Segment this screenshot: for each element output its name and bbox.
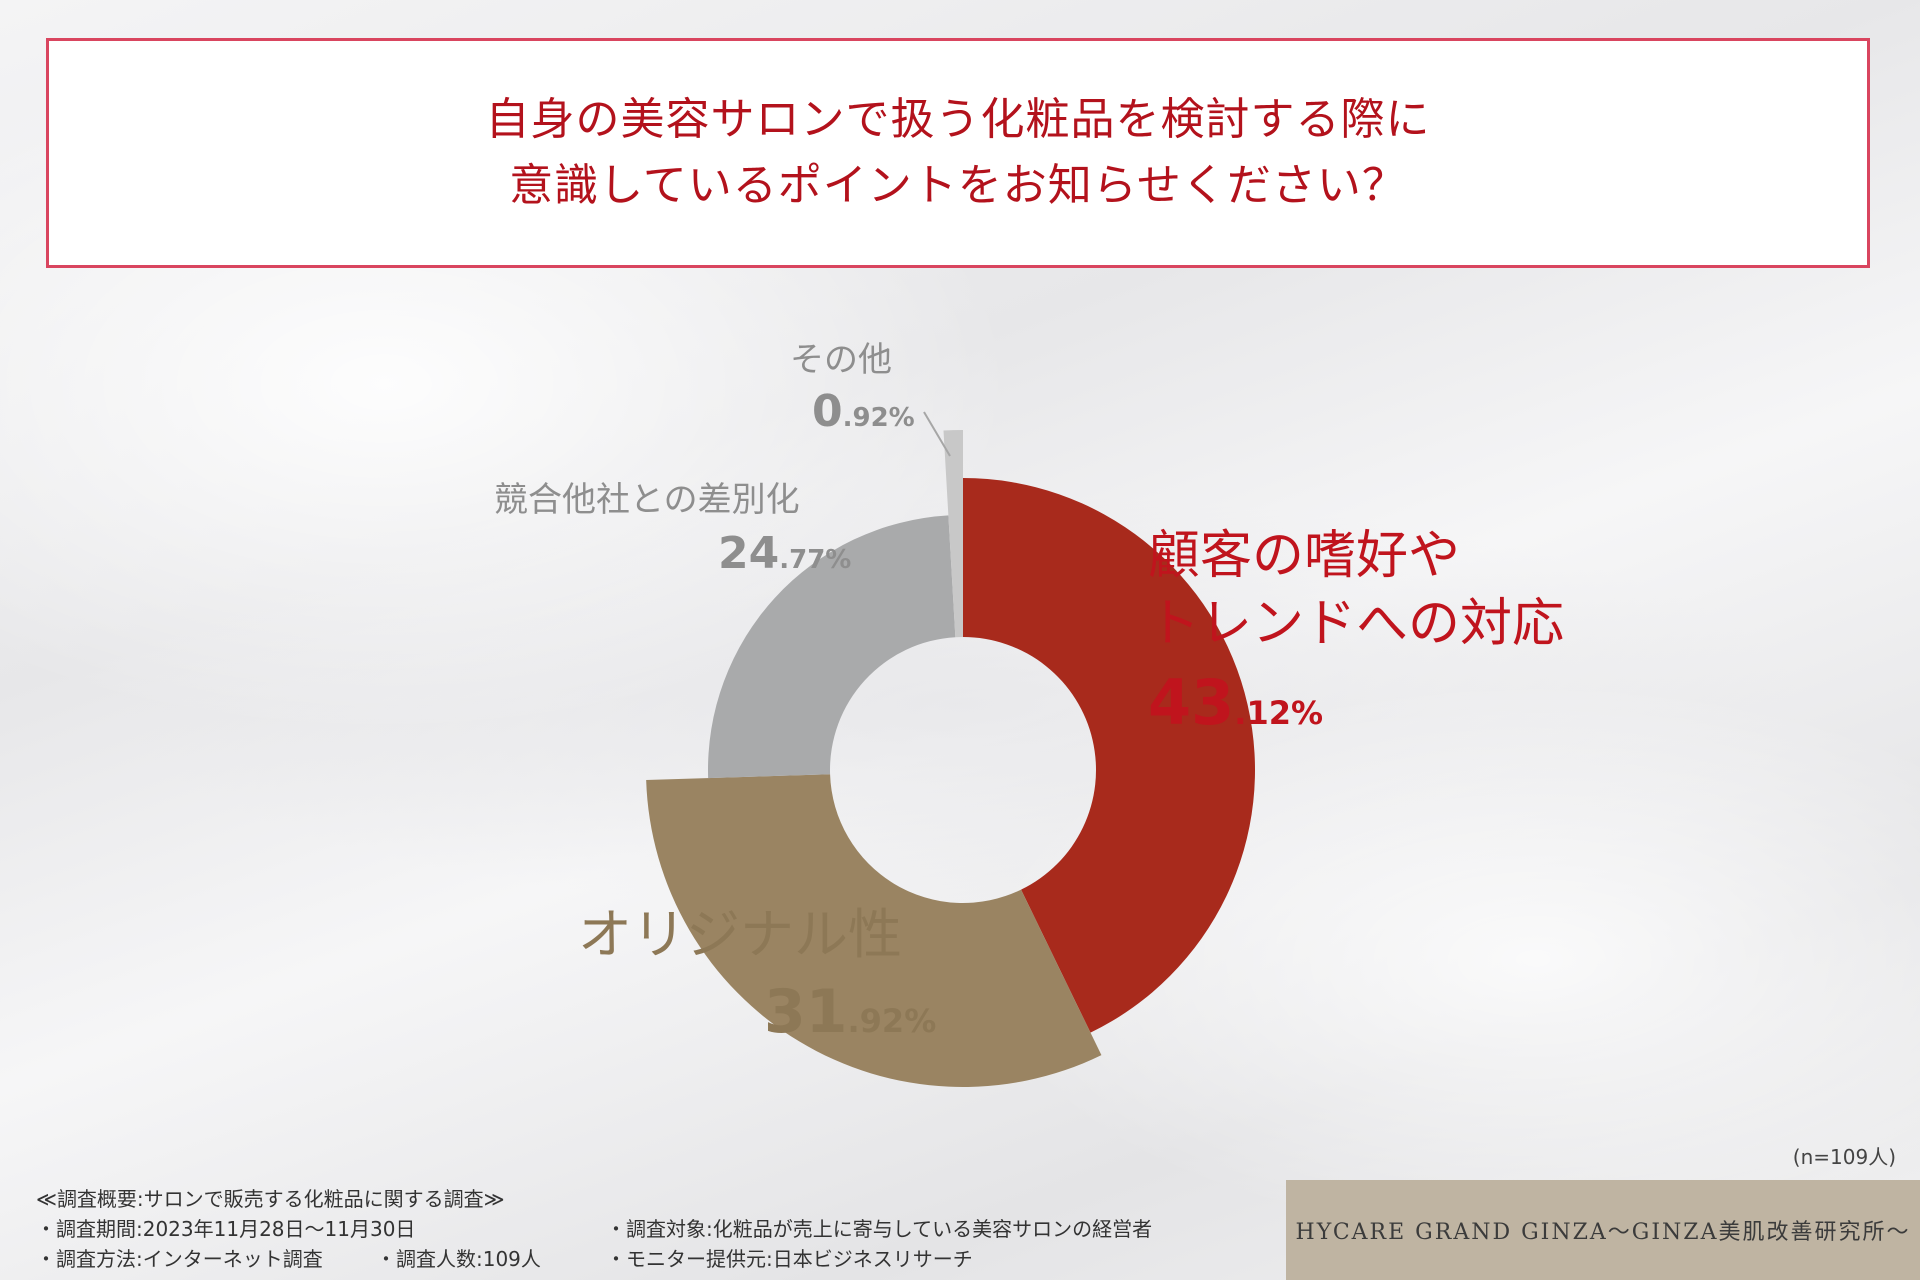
label-customer-trend-line2: トレンドへの対応 xyxy=(1148,594,1565,654)
slice-other xyxy=(943,430,963,638)
survey-footer: ≪調査概要:サロンで販売する化粧品に関する調査≫ ・調査期間:2023年11月2… xyxy=(36,1184,1152,1274)
footer-count: ・調査人数:109人 xyxy=(376,1247,541,1271)
label-other-line1: その他 xyxy=(790,340,892,380)
sample-size: (n=109人) xyxy=(1792,1145,1896,1169)
label-customer-trend-line1: 顧客の嗜好や xyxy=(1148,526,1461,586)
slice-customer-trend xyxy=(963,478,1256,1033)
footer-provider: ・モニター提供元:日本ビジネスリサーチ xyxy=(606,1247,973,1271)
label-originality: オリジナル性 31.92% xyxy=(578,902,936,1042)
pct-differentiation: 24.77% xyxy=(718,528,852,579)
leader-line-other xyxy=(923,411,951,457)
brand-banner: HYCARE GRAND GINZA〜GINZA美肌改善研究所〜 xyxy=(1286,1180,1920,1280)
label-originality-line1: オリジナル性 xyxy=(578,903,902,966)
slice-originality xyxy=(646,774,1102,1087)
pct-customer-trend: 43.12% xyxy=(1148,666,1324,739)
chart-title-line1: 自身の美容サロンで扱う化粧品を検討する際に xyxy=(485,94,1431,145)
title-box: 自身の美容サロンで扱う化粧品を検討する際に 意識しているポイントをお知らせくださ… xyxy=(46,38,1870,268)
label-customer-trend: 顧客の嗜好や トレンドへの対応 43.12% xyxy=(1148,522,1564,734)
footer-overview: ≪調査概要:サロンで販売する化粧品に関する調査≫ xyxy=(36,1187,505,1211)
footer-period: ・調査期間:2023年11月28日〜11月30日 xyxy=(36,1217,416,1241)
label-differentiation-line1: 競合他社との差別化 xyxy=(494,480,800,520)
label-other: その他 0.92% xyxy=(790,338,915,434)
footer-target: ・調査対象:化粧品が売上に寄与している美容サロンの経営者 xyxy=(606,1217,1153,1241)
slice-differentiation xyxy=(708,515,956,779)
pct-other: 0.92% xyxy=(812,386,915,437)
footer-method: ・調査方法:インターネット調査 xyxy=(36,1247,323,1271)
chart-title-line2: 意識しているポイントをお知らせください？ xyxy=(509,160,1407,211)
pct-originality: 31.92% xyxy=(764,977,937,1047)
label-differentiation: 競合他社との差別化 24.77% xyxy=(494,478,851,576)
